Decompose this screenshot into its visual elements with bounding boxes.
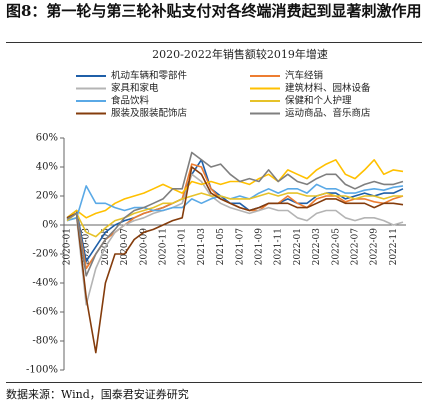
legend-label: 机动车辆和零部件 xyxy=(111,70,188,82)
x-tick-label: 2022-11 xyxy=(389,228,399,265)
chart: 2020-2022年销售额较2019年增速 -100% -80% -60% -40% -… xyxy=(26,47,406,376)
y-tick-label: -100% xyxy=(26,365,58,376)
x-tick-label: 2022-09 xyxy=(370,228,380,266)
x-tick-label: 2021-07 xyxy=(235,228,245,266)
x-tick-label: 2021-11 xyxy=(274,228,284,265)
x-tick-label: 2020-03 xyxy=(82,228,92,266)
x-tick-label: 2022-07 xyxy=(351,228,361,266)
x-tick-label: 2021-01 xyxy=(178,228,188,265)
y-tick-label: 60% xyxy=(36,133,58,144)
divider xyxy=(6,42,422,43)
x-tick-label: 2021-05 xyxy=(216,228,226,266)
y-tick-label: 40% xyxy=(36,162,58,173)
legend-label: 食品饮料 xyxy=(111,95,150,107)
series-line xyxy=(66,192,403,238)
x-tick-label: 2020-01 xyxy=(63,228,73,265)
series-line xyxy=(66,159,404,219)
series-line xyxy=(66,159,404,263)
series-line xyxy=(66,183,404,222)
y-tick-label: 20% xyxy=(36,191,58,202)
x-tick-label: 2020-11 xyxy=(159,228,169,265)
y-tick-label: 0% xyxy=(42,220,58,231)
legend-label: 保健和个人护理 xyxy=(285,95,352,107)
legend-label: 汽车经销 xyxy=(285,70,324,82)
x-tick-label: 2022-05 xyxy=(331,228,341,266)
y-tick-label: -20% xyxy=(32,249,58,260)
y-tick-label: -60% xyxy=(32,307,58,318)
x-tick-label: 2022-01 xyxy=(293,228,303,265)
x-tick-label: 2022-03 xyxy=(312,228,322,266)
series-line xyxy=(66,166,404,354)
series-line xyxy=(66,151,404,277)
x-tick-label: 2020-07 xyxy=(120,228,130,266)
chart-title: 2020-2022年销售额较2019年增速 xyxy=(152,47,328,61)
source: 数据来源：Wind，国泰君安证券研究 xyxy=(6,382,422,402)
x-tick-label: 2020-09 xyxy=(139,228,149,266)
legend-label: 运动商品、音乐商店 xyxy=(285,107,371,119)
legend-label: 服装及服装配饰店 xyxy=(111,107,187,119)
x-tick-label: 2021-03 xyxy=(197,228,207,266)
x-tick-label: 2021-09 xyxy=(255,228,265,266)
y-tick-label: -40% xyxy=(32,278,58,289)
figure-title: 图8：第一轮与第三轮补贴支付对各终端消费起到显著刺激作用 xyxy=(6,2,422,20)
legend-label: 建筑材料、园林设备 xyxy=(285,82,371,94)
y-tick-label: -80% xyxy=(32,336,58,347)
series-line xyxy=(66,173,404,306)
legend-label: 家具和家电 xyxy=(111,82,159,94)
